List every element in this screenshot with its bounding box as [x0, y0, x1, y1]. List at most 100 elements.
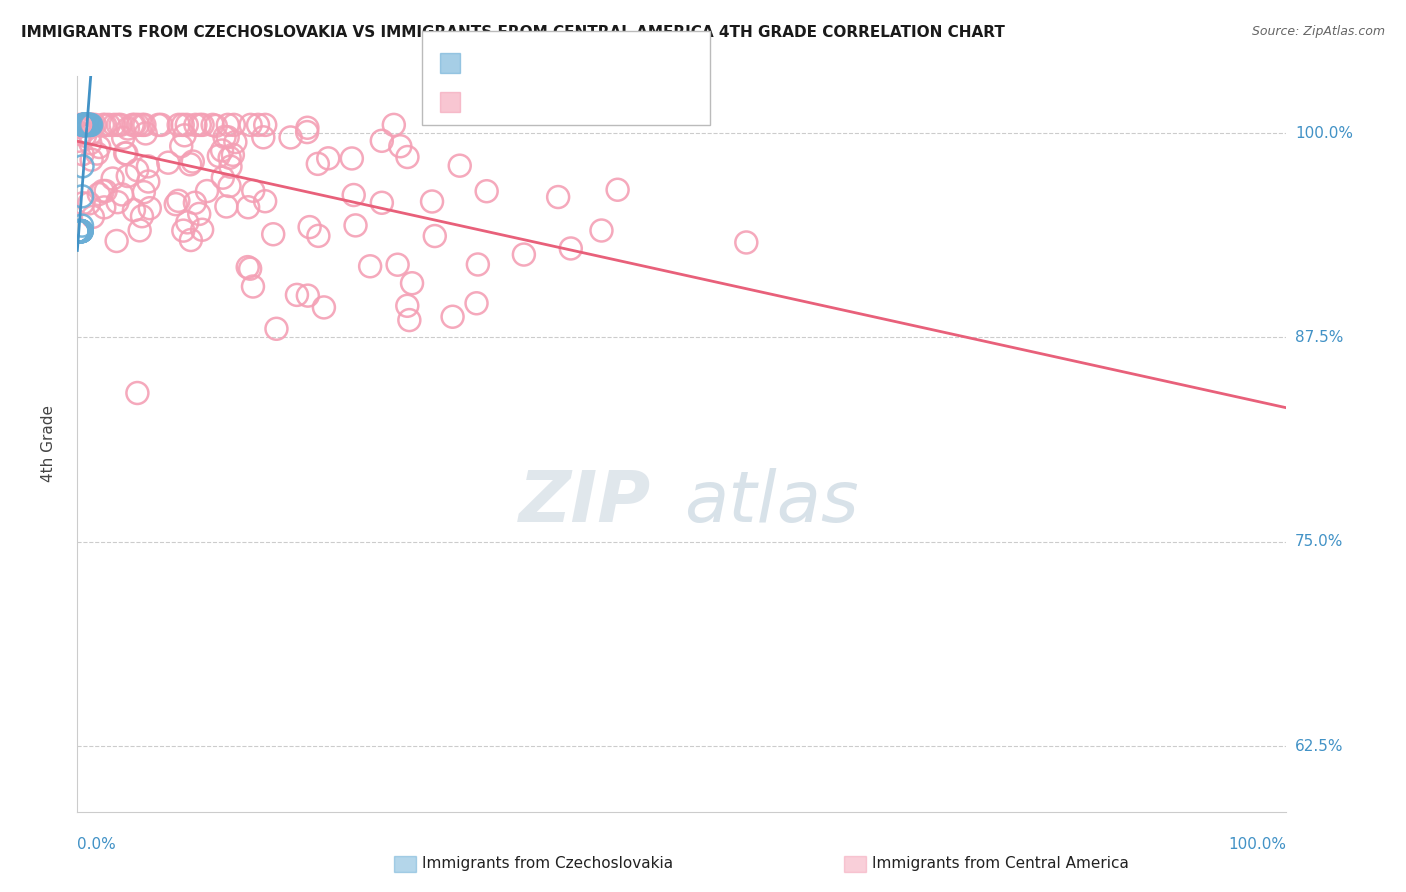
Point	[150, 118, 173, 132]
Point	[218, 178, 240, 193]
Point	[107, 118, 129, 132]
Point	[236, 200, 259, 214]
Point	[77, 196, 100, 211]
Point	[343, 188, 366, 202]
Point	[70, 224, 93, 238]
Text: Source: ZipAtlas.com: Source: ZipAtlas.com	[1251, 25, 1385, 38]
Point	[75, 118, 97, 132]
Point	[76, 118, 98, 132]
Point	[67, 224, 90, 238]
Point	[222, 148, 245, 162]
Point	[131, 209, 153, 223]
Text: 100.0%: 100.0%	[1229, 837, 1286, 852]
Point	[75, 118, 97, 132]
Text: 138: 138	[569, 95, 603, 110]
Point	[72, 118, 94, 132]
Point	[208, 149, 231, 163]
Point	[222, 118, 245, 132]
Point	[69, 224, 91, 238]
Text: Immigrants from Czechoslovakia: Immigrants from Czechoslovakia	[422, 856, 673, 871]
Text: Immigrants from Central America: Immigrants from Central America	[872, 856, 1129, 871]
Point	[176, 118, 198, 132]
Point	[77, 118, 100, 132]
Text: -0.386: -0.386	[496, 95, 554, 110]
Point	[70, 224, 93, 238]
Point	[67, 224, 90, 238]
Point	[285, 288, 308, 302]
Point	[103, 118, 125, 132]
Point	[101, 171, 124, 186]
Point	[396, 150, 419, 164]
Point	[132, 185, 155, 199]
Point	[73, 118, 96, 132]
Point	[79, 128, 101, 142]
Point	[66, 224, 89, 238]
Point	[91, 118, 114, 132]
Point	[181, 154, 204, 169]
Point	[75, 118, 97, 132]
Point	[167, 194, 190, 208]
Point	[297, 120, 319, 135]
Point	[72, 118, 94, 132]
Point	[262, 227, 284, 242]
Point	[239, 261, 262, 276]
Point	[387, 258, 409, 272]
Point	[91, 184, 114, 198]
Point	[398, 313, 420, 327]
Point	[165, 197, 187, 211]
Point	[79, 136, 101, 150]
Point	[735, 235, 758, 250]
Point	[239, 118, 262, 132]
Point	[475, 184, 498, 198]
Point	[73, 128, 96, 143]
Point	[80, 118, 103, 132]
Point	[172, 118, 194, 132]
Point	[236, 260, 259, 274]
Point	[295, 125, 318, 139]
Point	[69, 224, 91, 238]
Point	[219, 160, 242, 174]
Point	[122, 203, 145, 218]
Point	[72, 159, 94, 173]
Point	[254, 118, 277, 132]
Point	[72, 118, 94, 132]
Point	[76, 118, 98, 132]
Point	[280, 130, 302, 145]
Point	[105, 234, 128, 248]
Point	[312, 301, 335, 315]
Point	[80, 118, 103, 132]
Point	[70, 224, 93, 238]
Point	[69, 224, 91, 238]
Point	[80, 153, 103, 167]
Point	[382, 118, 405, 132]
Point	[107, 195, 129, 210]
Point	[124, 118, 146, 132]
Point	[266, 322, 288, 336]
Point	[89, 140, 111, 154]
Point	[93, 200, 115, 214]
Point	[465, 296, 488, 310]
Point	[201, 118, 224, 132]
Point	[224, 135, 246, 149]
Point	[131, 118, 153, 132]
Point	[170, 139, 193, 153]
Text: 66: 66	[569, 55, 592, 70]
Point	[67, 224, 90, 238]
Point	[67, 224, 90, 238]
Point	[66, 224, 89, 238]
Point	[75, 118, 97, 132]
Point	[242, 279, 264, 293]
Point	[69, 224, 91, 238]
Point	[513, 247, 536, 261]
Point	[67, 120, 90, 134]
Point	[112, 131, 135, 145]
Point	[591, 223, 613, 237]
Point	[80, 118, 103, 132]
Point	[79, 118, 101, 132]
Point	[188, 118, 211, 132]
Point	[94, 184, 117, 198]
Point	[217, 118, 239, 132]
Point	[420, 194, 443, 209]
Point	[66, 224, 89, 238]
Point	[172, 224, 194, 238]
